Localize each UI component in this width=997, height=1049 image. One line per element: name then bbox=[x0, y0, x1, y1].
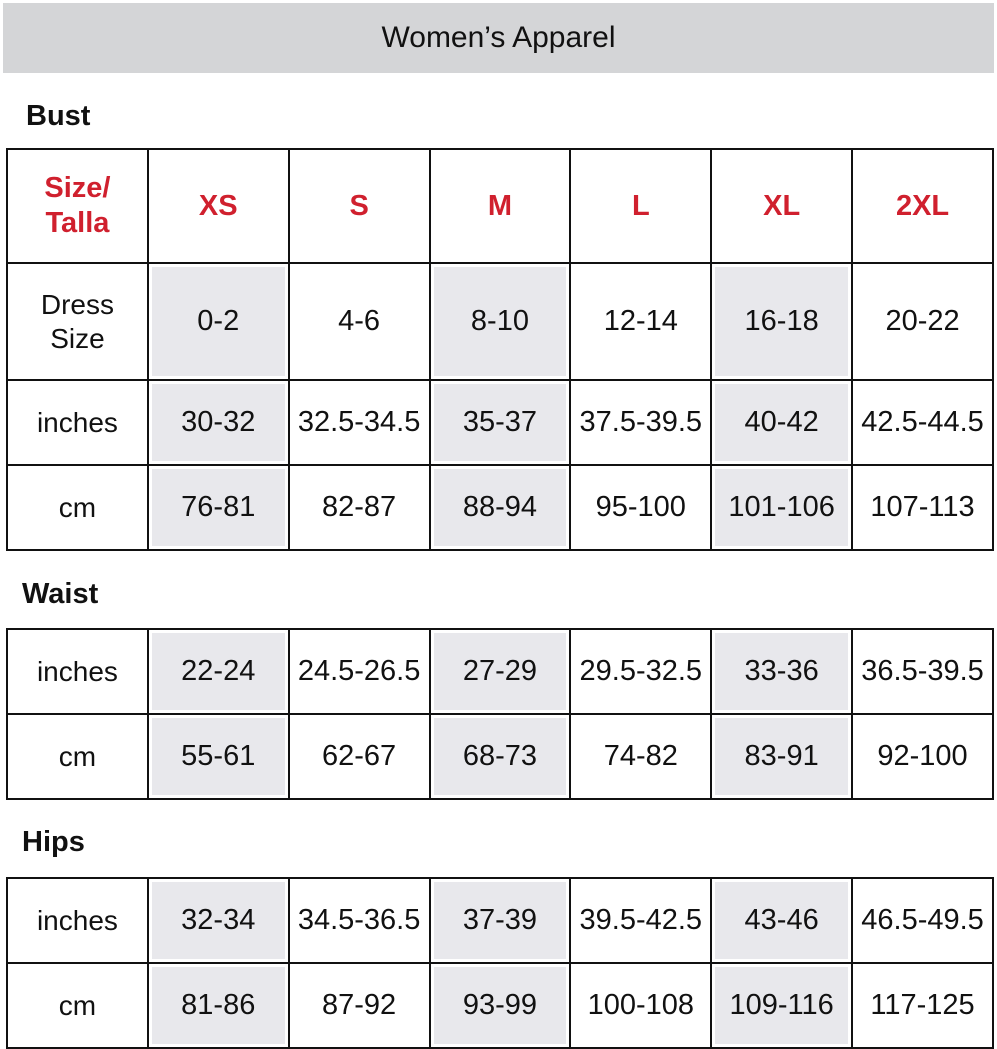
row-label-cell: Dress Size bbox=[6, 262, 149, 381]
value-cell: 30-32 bbox=[146, 379, 290, 466]
value-cell: 62-67 bbox=[287, 713, 431, 800]
value-cell: 8-10 bbox=[428, 262, 572, 381]
value-cell: 82-87 bbox=[287, 464, 431, 551]
table-row: Dress Size 0-2 4-6 8-10 12-14 16-18 20-22 bbox=[6, 262, 994, 381]
row-label-cell: inches bbox=[6, 379, 149, 466]
value-cell: 107-113 bbox=[851, 464, 994, 551]
value-cell: 4-6 bbox=[287, 262, 431, 381]
value-cell: 36.5-39.5 bbox=[851, 628, 994, 715]
value-cell: 109-116 bbox=[710, 962, 854, 1049]
bust-section-label: Bust bbox=[26, 100, 91, 132]
value-cell: 37.5-39.5 bbox=[569, 379, 713, 466]
value-cell: 76-81 bbox=[146, 464, 290, 551]
value-cell: 87-92 bbox=[287, 962, 431, 1049]
size-cell: S bbox=[287, 148, 431, 264]
value-cell: 20-22 bbox=[851, 262, 994, 381]
value-cell: 35-37 bbox=[428, 379, 572, 466]
value-cell: 101-106 bbox=[710, 464, 854, 551]
value-cell: 12-14 bbox=[569, 262, 713, 381]
value-cell: 32-34 bbox=[146, 877, 290, 964]
table-row: inches 30-32 32.5-34.5 35-37 37.5-39.5 40-42 4… bbox=[6, 379, 994, 466]
hips-table: inches 32-34 34.5-36.5 37-39 39.5-42.5 43-46 4… bbox=[6, 877, 994, 1049]
table-row: cm 81-86 87-92 93-99 100-108 109-116 117-125 bbox=[6, 962, 994, 1049]
value-cell: 0-2 bbox=[146, 262, 290, 381]
value-cell: 42.5-44.5 bbox=[851, 379, 994, 466]
value-cell: 24.5-26.5 bbox=[287, 628, 431, 715]
value-cell: 43-46 bbox=[710, 877, 854, 964]
hips-section-label: Hips bbox=[22, 826, 85, 858]
value-cell: 32.5-34.5 bbox=[287, 379, 431, 466]
waist-table: inches 22-24 24.5-26.5 27-29 29.5-32.5 33-36 3… bbox=[6, 628, 994, 800]
value-cell: 93-99 bbox=[428, 962, 572, 1049]
row-label-cell: inches bbox=[6, 628, 149, 715]
table-row: inches 22-24 24.5-26.5 27-29 29.5-32.5 33-36 3… bbox=[6, 628, 994, 715]
value-cell: 34.5-36.5 bbox=[287, 877, 431, 964]
size-cell: XL bbox=[710, 148, 854, 264]
row-label-cell: cm bbox=[6, 464, 149, 551]
size-cell: 2XL bbox=[851, 148, 994, 264]
size-cell: XS bbox=[146, 148, 290, 264]
value-cell: 81-86 bbox=[146, 962, 290, 1049]
table-row: cm 55-61 62-67 68-73 74-82 83-91 92-100 bbox=[6, 713, 994, 800]
value-cell: 33-36 bbox=[710, 628, 854, 715]
value-cell: 22-24 bbox=[146, 628, 290, 715]
value-cell: 83-91 bbox=[710, 713, 854, 800]
row-label-cell: inches bbox=[6, 877, 149, 964]
table-row: cm 76-81 82-87 88-94 95-100 101-106 107-113 bbox=[6, 464, 994, 551]
size-cell: M bbox=[428, 148, 572, 264]
size-header-row: Size/ Talla XS S M L XL 2XL bbox=[6, 148, 994, 264]
value-cell: 74-82 bbox=[569, 713, 713, 800]
value-cell: 40-42 bbox=[710, 379, 854, 466]
value-cell: 46.5-49.5 bbox=[851, 877, 994, 964]
row-label-cell: cm bbox=[6, 713, 149, 800]
row-label-cell: cm bbox=[6, 962, 149, 1049]
size-cell: L bbox=[569, 148, 713, 264]
value-cell: 68-73 bbox=[428, 713, 572, 800]
value-cell: 100-108 bbox=[569, 962, 713, 1049]
value-cell: 55-61 bbox=[146, 713, 290, 800]
size-label-cell: Size/ Talla bbox=[6, 148, 149, 264]
page-title: Women’s Apparel bbox=[3, 3, 994, 73]
value-cell: 37-39 bbox=[428, 877, 572, 964]
value-cell: 39.5-42.5 bbox=[569, 877, 713, 964]
value-cell: 29.5-32.5 bbox=[569, 628, 713, 715]
value-cell: 92-100 bbox=[851, 713, 994, 800]
bust-table: Size/ Talla XS S M L XL 2XL Dress Size 0-2 4-6 8-1… bbox=[6, 148, 994, 551]
table-row: inches 32-34 34.5-36.5 37-39 39.5-42.5 43-46 4… bbox=[6, 877, 994, 964]
value-cell: 16-18 bbox=[710, 262, 854, 381]
value-cell: 27-29 bbox=[428, 628, 572, 715]
waist-section-label: Waist bbox=[22, 578, 99, 610]
value-cell: 117-125 bbox=[851, 962, 994, 1049]
value-cell: 88-94 bbox=[428, 464, 572, 551]
value-cell: 95-100 bbox=[569, 464, 713, 551]
